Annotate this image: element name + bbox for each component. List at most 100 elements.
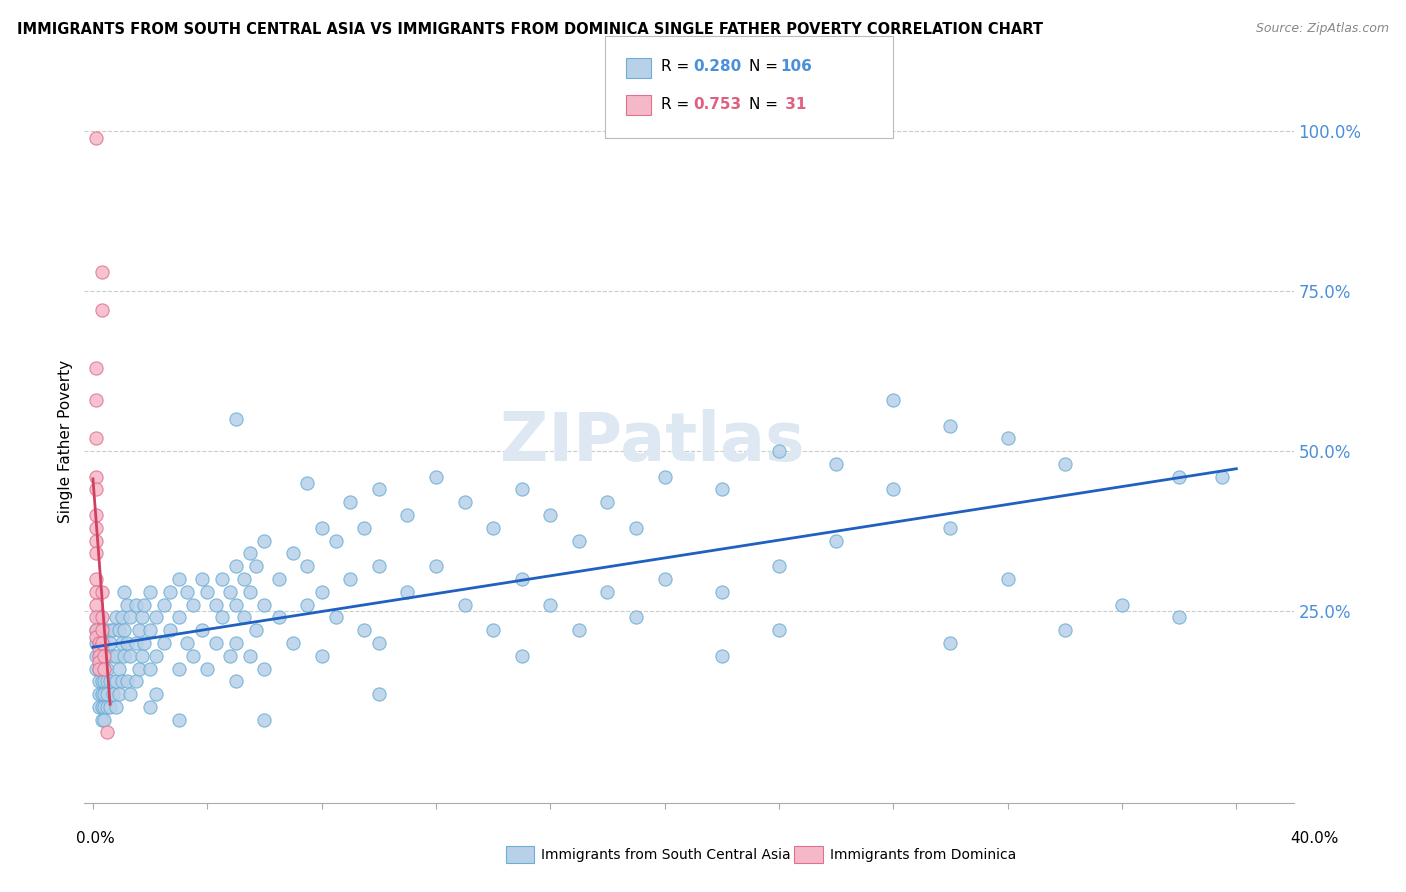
Point bbox=[90, 648, 112, 663]
Point bbox=[253, 713, 276, 727]
Point bbox=[997, 431, 1019, 445]
Point bbox=[90, 674, 112, 689]
Point bbox=[84, 469, 107, 483]
Point bbox=[1211, 469, 1233, 483]
Point bbox=[482, 623, 505, 637]
Point bbox=[115, 674, 138, 689]
Point bbox=[710, 648, 733, 663]
Point bbox=[84, 546, 107, 560]
Point bbox=[190, 623, 212, 637]
Point bbox=[84, 623, 107, 637]
Point bbox=[710, 483, 733, 497]
Point bbox=[568, 623, 591, 637]
Point bbox=[153, 598, 176, 612]
Point bbox=[205, 636, 228, 650]
Point bbox=[96, 699, 118, 714]
Point bbox=[96, 623, 118, 637]
Point bbox=[87, 648, 110, 663]
Point bbox=[87, 636, 110, 650]
Point bbox=[84, 630, 107, 644]
Point bbox=[84, 533, 107, 548]
Point bbox=[225, 412, 247, 426]
Point bbox=[112, 623, 135, 637]
Point bbox=[101, 623, 124, 637]
Text: Immigrants from Dominica: Immigrants from Dominica bbox=[830, 847, 1015, 862]
Point bbox=[84, 572, 107, 586]
Point bbox=[139, 584, 162, 599]
Point bbox=[281, 546, 304, 560]
Point bbox=[87, 655, 110, 669]
Point bbox=[825, 457, 848, 471]
Text: IMMIGRANTS FROM SOUTH CENTRAL ASIA VS IMMIGRANTS FROM DOMINICA SINGLE FATHER POV: IMMIGRANTS FROM SOUTH CENTRAL ASIA VS IM… bbox=[17, 22, 1043, 37]
Point bbox=[367, 559, 389, 574]
Point bbox=[267, 572, 290, 586]
Point bbox=[167, 610, 190, 624]
Text: 0.0%: 0.0% bbox=[76, 831, 115, 847]
Text: 106: 106 bbox=[780, 60, 813, 74]
Point bbox=[596, 584, 619, 599]
Point bbox=[84, 131, 107, 145]
Point bbox=[181, 648, 204, 663]
Point bbox=[311, 648, 333, 663]
Point bbox=[87, 661, 110, 675]
Point bbox=[453, 495, 475, 509]
Point bbox=[882, 483, 904, 497]
Point bbox=[396, 508, 419, 522]
Text: 40.0%: 40.0% bbox=[1291, 831, 1339, 847]
Point bbox=[96, 687, 118, 701]
Point bbox=[87, 610, 110, 624]
Point bbox=[96, 674, 118, 689]
Point bbox=[84, 661, 107, 675]
Point bbox=[107, 623, 129, 637]
Point bbox=[190, 572, 212, 586]
Point bbox=[87, 648, 110, 663]
Point bbox=[90, 687, 112, 701]
Point bbox=[768, 444, 790, 458]
Point bbox=[425, 469, 447, 483]
Point bbox=[120, 610, 142, 624]
Point bbox=[159, 623, 181, 637]
Point bbox=[84, 584, 107, 599]
Point bbox=[90, 265, 112, 279]
Point bbox=[325, 610, 347, 624]
Point bbox=[339, 495, 361, 509]
Point bbox=[297, 559, 319, 574]
Point bbox=[107, 661, 129, 675]
Point bbox=[233, 572, 256, 586]
Point bbox=[139, 623, 162, 637]
Point bbox=[1111, 598, 1133, 612]
Point bbox=[87, 623, 110, 637]
Point bbox=[195, 661, 218, 675]
Point bbox=[110, 674, 132, 689]
Point bbox=[225, 559, 247, 574]
Point bbox=[510, 648, 533, 663]
Point bbox=[225, 598, 247, 612]
Text: 0.753: 0.753 bbox=[693, 97, 741, 112]
Point bbox=[1053, 623, 1076, 637]
Point bbox=[90, 610, 112, 624]
Point bbox=[325, 533, 347, 548]
Point bbox=[367, 636, 389, 650]
Point bbox=[311, 584, 333, 599]
Point bbox=[84, 623, 107, 637]
Point bbox=[84, 483, 107, 497]
Point bbox=[90, 661, 112, 675]
Text: N =: N = bbox=[749, 97, 783, 112]
Point bbox=[93, 636, 115, 650]
Point bbox=[125, 598, 148, 612]
Point bbox=[90, 584, 112, 599]
Point bbox=[93, 687, 115, 701]
Point bbox=[167, 713, 190, 727]
Point bbox=[90, 623, 112, 637]
Point bbox=[245, 623, 267, 637]
Point bbox=[131, 648, 153, 663]
Point bbox=[98, 699, 121, 714]
Point bbox=[84, 636, 107, 650]
Point bbox=[84, 521, 107, 535]
Point bbox=[176, 636, 198, 650]
Point bbox=[93, 674, 115, 689]
Point bbox=[396, 584, 419, 599]
Point bbox=[353, 521, 375, 535]
Point bbox=[176, 584, 198, 599]
Point bbox=[538, 508, 561, 522]
